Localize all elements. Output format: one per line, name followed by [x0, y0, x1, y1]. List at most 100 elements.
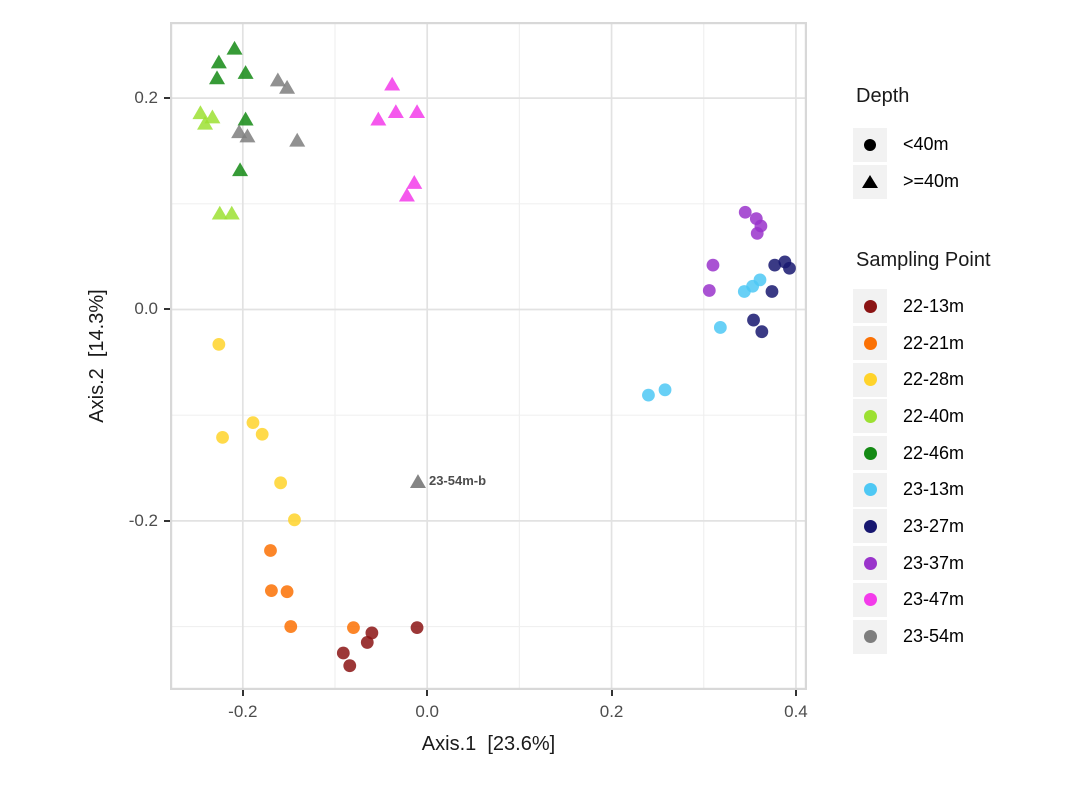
point-23-37m	[706, 258, 720, 272]
plot-panel	[170, 22, 807, 690]
point-23-27m	[755, 325, 769, 339]
legend-key-box	[853, 509, 887, 544]
point-22-40m	[204, 109, 221, 124]
color-dot-icon	[863, 519, 877, 533]
point-23-54m	[269, 72, 286, 87]
x-tick-mark	[426, 690, 429, 696]
x-tick-label: 0.0	[415, 702, 439, 721]
color-dot-icon	[863, 446, 877, 460]
legend-sampling-item-23-27m: 23-27m	[853, 508, 964, 545]
point-23-13m	[713, 321, 727, 334]
y-tick-mark	[164, 519, 170, 522]
point-22-28m	[212, 337, 226, 351]
point-23-27m	[747, 313, 760, 327]
legend-key-box	[853, 399, 887, 434]
point-23-47m	[384, 76, 401, 91]
point-22-21m	[347, 621, 360, 635]
legend-key-box	[853, 289, 887, 324]
point-22-28m	[246, 416, 260, 429]
point-23-47m	[387, 104, 404, 119]
legend-sampling-item-23-37m: 23-37m	[853, 545, 964, 582]
point-23-54m	[231, 124, 248, 139]
annotated-point-23-54m	[409, 474, 426, 488]
point-23-27m	[768, 258, 782, 272]
point-22-13m	[365, 626, 379, 640]
legend-depth-item-<40m: <40m	[853, 126, 959, 163]
legend-key-box	[853, 582, 887, 617]
point-22-13m	[360, 636, 374, 649]
legend-key-box	[853, 127, 887, 162]
legend-sampling-item-23-47m: 23-47m	[853, 582, 964, 619]
legend-sampling-label: 22-21m	[903, 332, 965, 353]
legend-sampling-label: 23-37m	[903, 552, 965, 573]
point-22-46m	[210, 54, 227, 69]
legend-sampling-label: 23-47m	[903, 589, 965, 610]
point-22-13m	[343, 659, 357, 673]
point-22-40m	[197, 115, 214, 130]
point-22-46m	[209, 70, 226, 85]
point-22-46m	[232, 162, 249, 177]
legend-key-box	[853, 362, 887, 397]
point-23-47m	[370, 111, 387, 126]
point-22-28m	[288, 513, 301, 527]
panel-background	[170, 22, 807, 690]
legend-sampling-label: 22-13m	[903, 295, 965, 316]
color-dot-icon	[863, 593, 877, 607]
point-22-13m	[336, 646, 350, 660]
legend-key-box	[853, 472, 887, 507]
color-dot-icon	[863, 299, 877, 313]
point-22-40m	[223, 205, 240, 220]
y-tick-mark	[164, 97, 170, 100]
y-tick-label: 0.2	[134, 88, 158, 108]
legend-depth-items: <40m >=40m	[853, 126, 959, 200]
y-tick-mark	[164, 308, 170, 311]
x-tick-label: -0.2	[228, 702, 258, 721]
legend-sampling-item-22-40m: 22-40m	[853, 398, 964, 435]
point-22-21m	[264, 544, 277, 557]
point-23-27m	[783, 261, 796, 275]
point-22-21m	[280, 585, 294, 599]
x-tick-label: 0.4	[784, 702, 808, 721]
legend-depth-title: Depth	[856, 85, 910, 107]
legend-depth-item->=40m: >=40m	[853, 163, 959, 200]
x-tick-mark	[610, 690, 613, 696]
legend-depth-label: <40m	[903, 134, 949, 154]
point-23-54m	[279, 79, 296, 94]
point-23-47m	[409, 104, 426, 119]
legend-sampling-label: 23-27m	[903, 515, 965, 536]
annotation-label: 23-54m-b	[428, 472, 487, 488]
legend-sampling-item-23-54m: 23-54m	[853, 618, 964, 655]
legend-sampling-label: 22-28m	[903, 369, 965, 390]
point-23-47m	[406, 175, 423, 189]
legend-key-box	[853, 436, 887, 471]
x-tick-mark	[241, 690, 244, 696]
point-22-40m	[192, 105, 209, 120]
legend-sampling-item-22-46m: 22-46m	[853, 435, 964, 472]
y-axis-title: Axis.2 [14.3%]	[86, 289, 108, 423]
legend-sampling-item-22-13m: 22-13m	[853, 288, 964, 325]
legend-sampling-label: 22-40m	[903, 405, 965, 426]
y-tick-label: 0.0	[134, 299, 158, 319]
point-22-28m	[216, 430, 229, 444]
legend-key-box	[853, 326, 887, 361]
color-dot-icon	[863, 409, 877, 423]
point-22-28m	[274, 476, 288, 490]
point-22-46m	[237, 65, 254, 79]
point-23-54m	[239, 128, 256, 143]
point-23-37m	[738, 205, 752, 219]
legend-key-box	[853, 546, 887, 581]
triangle-symbol-icon	[862, 175, 878, 188]
point-23-13m	[753, 273, 767, 287]
color-dot-icon	[863, 483, 877, 497]
point-23-54m	[289, 132, 306, 147]
color-dot-icon	[863, 373, 877, 387]
legend-sampling-item-23-13m: 23-13m	[853, 471, 964, 508]
x-axis-title: Axis.1 [23.6%]	[421, 733, 556, 755]
legend-sampling-item-22-28m: 22-28m	[853, 361, 964, 398]
legend-key-box	[853, 619, 887, 654]
point-22-28m	[255, 427, 269, 441]
legend-sampling-label: 23-54m	[903, 626, 965, 647]
legend-sampling-title: Sampling Point	[856, 249, 991, 271]
legend-sampling-items: 22-13m 22-21m 22-28m 22-40m 22-46m 23-13m 23-2…	[853, 288, 964, 655]
point-23-37m	[750, 226, 764, 240]
